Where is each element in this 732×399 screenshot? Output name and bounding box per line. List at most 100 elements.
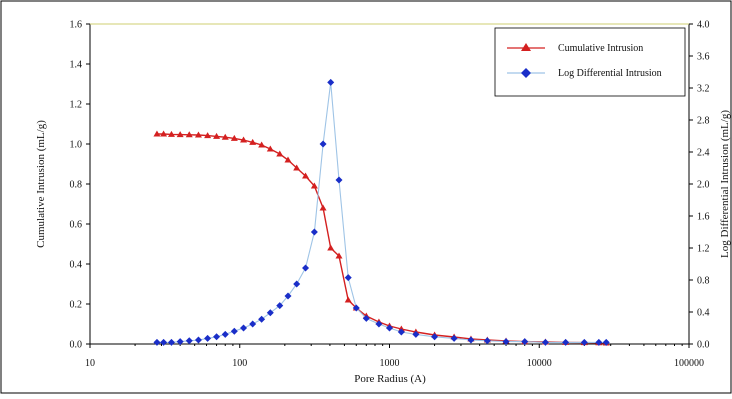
logdiff-point (204, 334, 212, 342)
x-tick-label: 100000 (674, 358, 704, 369)
y-right-tick-label: 2.8 (697, 116, 710, 127)
x-tick-label: 100 (232, 358, 247, 369)
y-left-tick-label: 0.6 (70, 220, 83, 231)
logdiff-point (335, 176, 343, 184)
cumulative-point (335, 252, 343, 259)
y-left-tick-label: 1.6 (70, 20, 83, 31)
y-right-tick-label: 2.0 (697, 180, 710, 191)
logdiff-point (375, 320, 383, 328)
cumulative-point (221, 133, 229, 140)
logdiff-point (249, 320, 257, 328)
y-left-tick-label: 0.0 (70, 340, 83, 351)
y-right-tick-label: 0.0 (697, 340, 710, 351)
logdiff-point (483, 337, 491, 345)
logdiff-point (310, 228, 318, 236)
logdiff-point (467, 336, 475, 344)
y-left-axis-title: Cumulative Intrusion (mL/g) (35, 120, 47, 248)
cumulative-point (185, 131, 193, 138)
logdiff-point (562, 338, 570, 346)
y-right-tick-label: 0.8 (697, 276, 710, 287)
logdiff-point (386, 324, 393, 332)
logdiff-point (595, 338, 603, 346)
y-left-tick-label: 1.2 (70, 100, 83, 111)
y-right-tick-label: 1.2 (697, 244, 710, 255)
logdiff-point (185, 337, 193, 345)
legend-marker-logdiff (521, 68, 531, 78)
cumulative-point (176, 131, 184, 138)
cumulative-point (276, 150, 284, 157)
y-right-tick-label: 1.6 (697, 212, 710, 223)
legend-marker-cumulative (521, 43, 531, 51)
logdiff-point (213, 333, 221, 341)
logdiff-point (541, 338, 549, 346)
cumulative-point (230, 134, 238, 141)
x-tick-label: 1000 (380, 358, 400, 369)
y-right-tick-label: 3.6 (697, 52, 710, 63)
logdiff-point (502, 338, 510, 346)
logdiff-point (153, 338, 161, 346)
cumulative-point (258, 141, 266, 148)
y-left-tick-label: 1.4 (70, 60, 83, 71)
logdiff-point (602, 338, 610, 346)
logdiff-point (284, 292, 292, 300)
y-left-tick-label: 0.4 (70, 260, 83, 271)
x-tick-label: 10 (85, 358, 95, 369)
y-left-tick-label: 0.8 (70, 180, 83, 191)
y-right-axis-title: Log Differential Intrusion (mL/g) (719, 110, 731, 258)
legend-label-logdiff: Log Differential Intrusion (558, 68, 662, 79)
logdiff-point (176, 338, 184, 346)
logdiff-point (344, 274, 352, 282)
x-axis-title: Pore Radius (A) (354, 373, 426, 385)
y-right-tick-label: 3.2 (697, 84, 710, 95)
x-tick-label: 10000 (527, 358, 552, 369)
logdiff-point (412, 330, 420, 338)
legend-box (494, 27, 686, 97)
x-axis-ticks: 10 100 1000 10000 100000 (85, 344, 704, 369)
logdiff-point (521, 338, 529, 346)
series-layer (153, 78, 610, 346)
cumulative-point (204, 132, 212, 139)
logdiff-point (362, 314, 370, 322)
logdiff-point (194, 336, 202, 344)
logdiff-point (450, 334, 458, 342)
y-left-axis-ticks: 0.0 0.2 0.4 0.6 0.8 1.0 1.2 1.4 1.6 (70, 20, 90, 351)
logdiff-point (240, 324, 248, 332)
cumulative-point (293, 164, 301, 171)
cumulative-point (327, 244, 335, 251)
cumulative-point (153, 130, 161, 137)
series-line-cumulative (157, 133, 607, 344)
logdiff-point (160, 338, 168, 346)
logdiff-point (266, 309, 274, 317)
cumulative-point (240, 136, 248, 143)
legend: Cumulative Intrusion Log Differential In… (494, 27, 686, 97)
logdiff-point (319, 140, 327, 148)
y-right-tick-label: 0.4 (697, 308, 710, 319)
cumulative-point (310, 182, 318, 189)
y-right-tick-label: 2.4 (697, 148, 710, 159)
logdiff-point (293, 280, 301, 288)
y-right-axis-ticks: 0.0 0.4 0.8 1.2 1.6 2.0 2.4 2.8 3.2 3.6 4.0 (689, 20, 710, 351)
cumulative-point (194, 131, 202, 138)
y-left-tick-label: 0.2 (70, 300, 83, 311)
logdiff-point (397, 328, 405, 336)
logdiff-point (258, 315, 266, 323)
y-right-tick-label: 4.0 (697, 20, 710, 31)
cumulative-point (319, 204, 327, 211)
series-line-logdiff (157, 82, 607, 343)
logdiff-point (302, 264, 310, 272)
cumulative-point (213, 132, 221, 139)
cumulative-point (249, 138, 257, 145)
cumulative-point (266, 145, 274, 152)
logdiff-point (276, 302, 284, 310)
cumulative-point (284, 156, 292, 163)
legend-label-cumulative: Cumulative Intrusion (558, 43, 643, 54)
logdiff-point (327, 78, 335, 86)
logdiff-point (167, 338, 175, 346)
logdiff-point (352, 304, 360, 312)
logdiff-point (580, 338, 588, 346)
logdiff-point (431, 333, 439, 341)
logdiff-point (221, 330, 229, 338)
